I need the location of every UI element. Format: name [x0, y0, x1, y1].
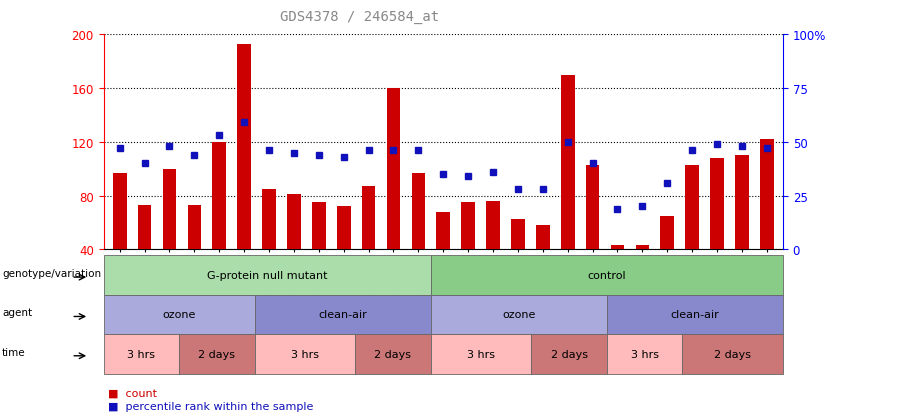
Text: agent: agent [2, 308, 32, 318]
Bar [138, 206, 151, 250]
Bar [287, 195, 301, 250]
Text: clean-air: clean-air [670, 310, 719, 320]
Bar [710, 159, 724, 250]
Text: 2 days: 2 days [374, 349, 411, 359]
Bar [486, 202, 500, 250]
Text: 3 hrs: 3 hrs [631, 349, 659, 359]
Bar [337, 207, 350, 250]
Bar [586, 165, 599, 250]
Bar [362, 187, 375, 250]
Text: time: time [2, 347, 25, 357]
Bar [661, 216, 674, 250]
Bar [635, 246, 649, 250]
Text: 3 hrs: 3 hrs [467, 349, 495, 359]
Text: 3 hrs: 3 hrs [127, 349, 155, 359]
Bar [163, 169, 176, 250]
Bar [411, 173, 425, 250]
Text: genotype/variation: genotype/variation [2, 268, 101, 278]
Bar [511, 219, 525, 250]
Text: ozone: ozone [162, 310, 195, 320]
Text: GDS4378 / 246584_at: GDS4378 / 246584_at [281, 10, 439, 24]
Bar [735, 156, 749, 250]
Text: 2 days: 2 days [198, 349, 235, 359]
Bar [262, 190, 276, 250]
Text: 2 days: 2 days [551, 349, 588, 359]
Text: clean-air: clean-air [319, 310, 367, 320]
Text: ozone: ozone [502, 310, 536, 320]
Bar [685, 165, 699, 250]
Text: G-protein null mutant: G-protein null mutant [207, 271, 328, 280]
Bar [436, 212, 450, 250]
Bar [462, 203, 475, 250]
Bar [212, 142, 226, 250]
Text: ■  count: ■ count [108, 387, 157, 397]
Bar [760, 140, 774, 250]
Bar [187, 206, 202, 250]
Bar [112, 173, 127, 250]
Bar [238, 45, 251, 250]
Text: control: control [588, 271, 626, 280]
Bar [387, 89, 400, 250]
Bar [536, 225, 550, 250]
Bar [610, 246, 625, 250]
Text: 2 days: 2 days [715, 349, 752, 359]
Bar [312, 203, 326, 250]
Text: 3 hrs: 3 hrs [291, 349, 319, 359]
Bar [561, 75, 574, 250]
Text: ■  percentile rank within the sample: ■ percentile rank within the sample [108, 401, 313, 411]
